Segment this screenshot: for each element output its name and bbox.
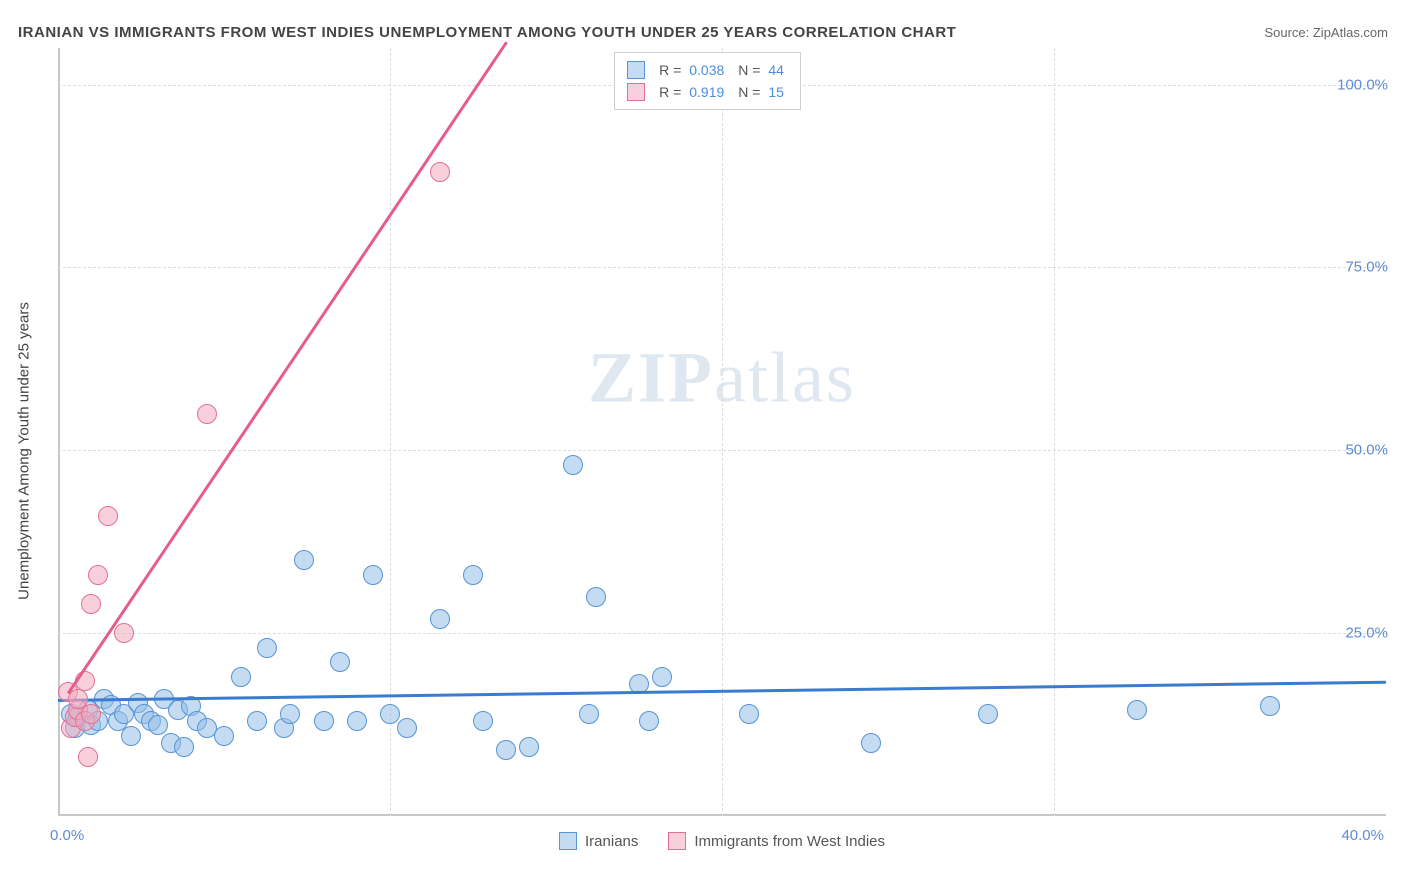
data-point xyxy=(586,587,606,607)
ytick-label: 75.0% xyxy=(1345,259,1388,276)
data-point xyxy=(347,711,367,731)
watermark-rest: atlas xyxy=(714,338,856,418)
trend-line xyxy=(67,41,507,693)
data-point xyxy=(294,550,314,570)
data-point xyxy=(78,747,98,767)
legend-series-label: Immigrants from West Indies xyxy=(694,833,885,850)
data-point xyxy=(861,733,881,753)
chart-area: Unemployment Among Youth under 25 years … xyxy=(48,48,1396,854)
plot-region: ZIPatlas 25.0% 50.0% 75.0% 100.0% xyxy=(58,48,1386,816)
data-point xyxy=(639,711,659,731)
data-point xyxy=(430,609,450,629)
legend-swatch xyxy=(668,832,686,850)
source-prefix: Source: xyxy=(1264,25,1312,40)
data-point xyxy=(1127,700,1147,720)
gridline-v xyxy=(390,48,391,816)
gridline-v xyxy=(722,48,723,816)
legend-n-label: N = 15 xyxy=(738,84,784,100)
data-point xyxy=(257,638,277,658)
legend-series-label: Iranians xyxy=(585,833,638,850)
data-point xyxy=(397,718,417,738)
data-point xyxy=(114,623,134,643)
legend-stat-row: R = 0.919 N = 15 xyxy=(627,81,784,103)
legend-swatch xyxy=(627,83,645,101)
ytick-label: 50.0% xyxy=(1345,442,1388,459)
data-point xyxy=(579,704,599,724)
ytick-label: 100.0% xyxy=(1337,76,1388,93)
data-point xyxy=(519,737,539,757)
data-point xyxy=(214,726,234,746)
legend-stat-row: R = 0.038 N = 44 xyxy=(627,59,784,81)
data-point xyxy=(563,455,583,475)
legend-r-label: R = 0.919 xyxy=(659,84,724,100)
legend-n-value: 15 xyxy=(760,84,783,100)
data-point xyxy=(121,726,141,746)
data-point xyxy=(231,667,251,687)
data-point xyxy=(473,711,493,731)
legend-stats: R = 0.038 N = 44 R = 0.919 N = 15 xyxy=(614,52,801,110)
source-label: Source: ZipAtlas.com xyxy=(1264,25,1388,40)
data-point xyxy=(739,704,759,724)
y-axis-label: Unemployment Among Youth under 25 years xyxy=(16,302,33,600)
header: IRANIAN VS IMMIGRANTS FROM WEST INDIES U… xyxy=(18,20,1388,44)
legend-r-label: R = 0.038 xyxy=(659,62,724,78)
watermark-bold: ZIP xyxy=(588,338,714,418)
data-point xyxy=(148,715,168,735)
chart-title: IRANIAN VS IMMIGRANTS FROM WEST INDIES U… xyxy=(18,24,956,41)
data-point xyxy=(98,506,118,526)
data-point xyxy=(430,162,450,182)
legend-n-value: 44 xyxy=(760,62,783,78)
legend-swatch xyxy=(559,832,577,850)
data-point xyxy=(330,652,350,672)
gridline-v xyxy=(1054,48,1055,816)
legend-n-label: N = 44 xyxy=(738,62,784,78)
data-point xyxy=(314,711,334,731)
ytick-label: 25.0% xyxy=(1345,625,1388,642)
data-point xyxy=(496,740,516,760)
data-point xyxy=(380,704,400,724)
legend-swatch xyxy=(627,61,645,79)
data-point xyxy=(463,565,483,585)
legend-series-item: Immigrants from West Indies xyxy=(668,832,885,850)
data-point xyxy=(197,404,217,424)
legend-r-value: 0.038 xyxy=(681,62,724,78)
legend-series: Iranians Immigrants from West Indies xyxy=(559,832,885,850)
xtick-max: 40.0% xyxy=(1341,827,1384,844)
data-point xyxy=(280,704,300,724)
data-point xyxy=(247,711,267,731)
data-point xyxy=(81,594,101,614)
legend-series-item: Iranians xyxy=(559,832,638,850)
data-point xyxy=(363,565,383,585)
source-name: ZipAtlas.com xyxy=(1313,25,1388,40)
data-point xyxy=(81,704,101,724)
data-point xyxy=(978,704,998,724)
data-point xyxy=(1260,696,1280,716)
legend-r-value: 0.919 xyxy=(681,84,724,100)
data-point xyxy=(88,565,108,585)
data-point xyxy=(652,667,672,687)
xtick-origin: 0.0% xyxy=(50,827,84,844)
data-point xyxy=(174,737,194,757)
